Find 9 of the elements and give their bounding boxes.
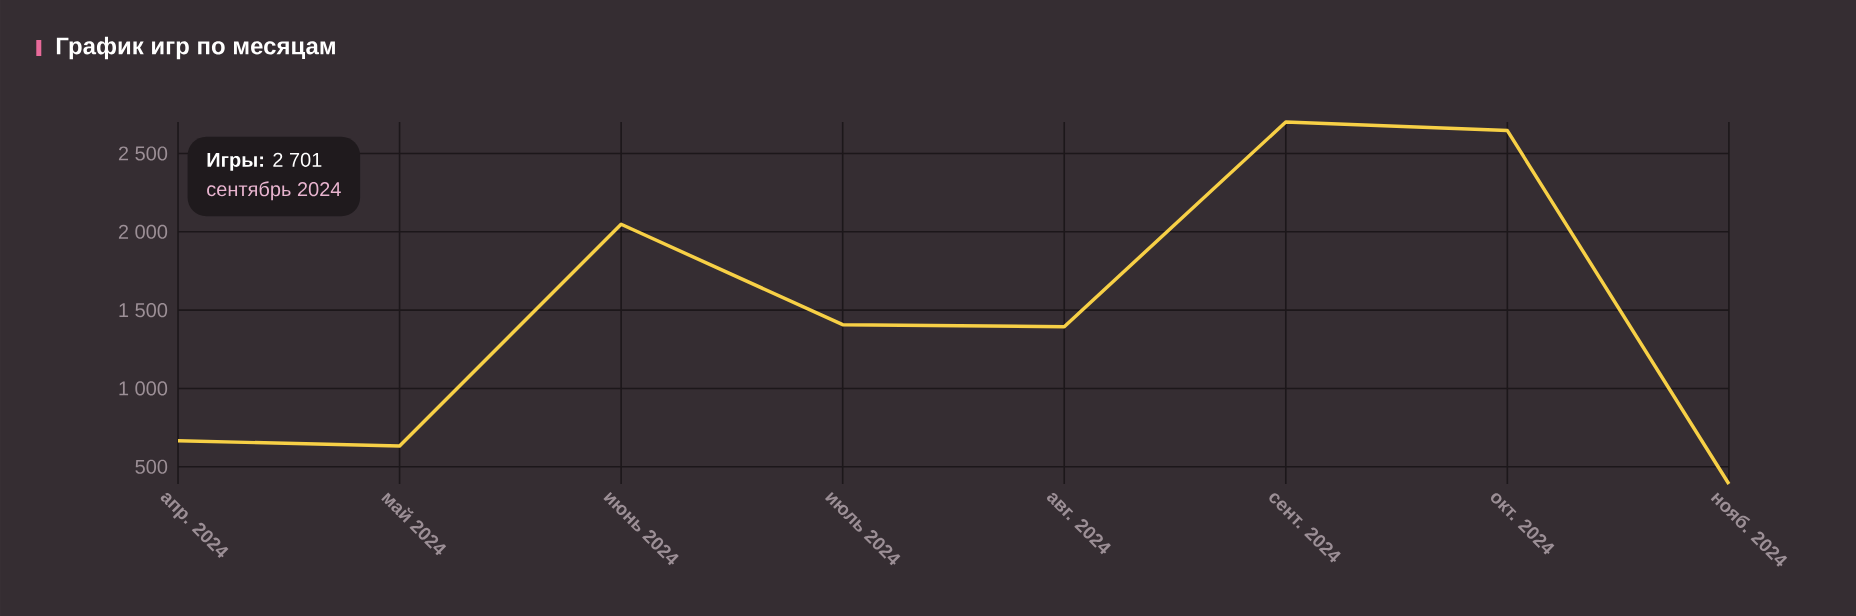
annotation: Игры: 2 701 (207, 152, 322, 171)
y-tick-label: 1 000 (119, 381, 168, 396)
y-tick-label: 2 500 (118, 146, 168, 161)
line-series (176, 120, 1731, 486)
y-tick-label: 1 500 (119, 303, 168, 318)
chart-title: График игр по месяцам (56, 36, 335, 60)
y-tick-label: 2 000 (118, 224, 168, 239)
annotation: сентябрь 2024 (207, 181, 341, 201)
y-tick-label: 500 (135, 459, 168, 474)
